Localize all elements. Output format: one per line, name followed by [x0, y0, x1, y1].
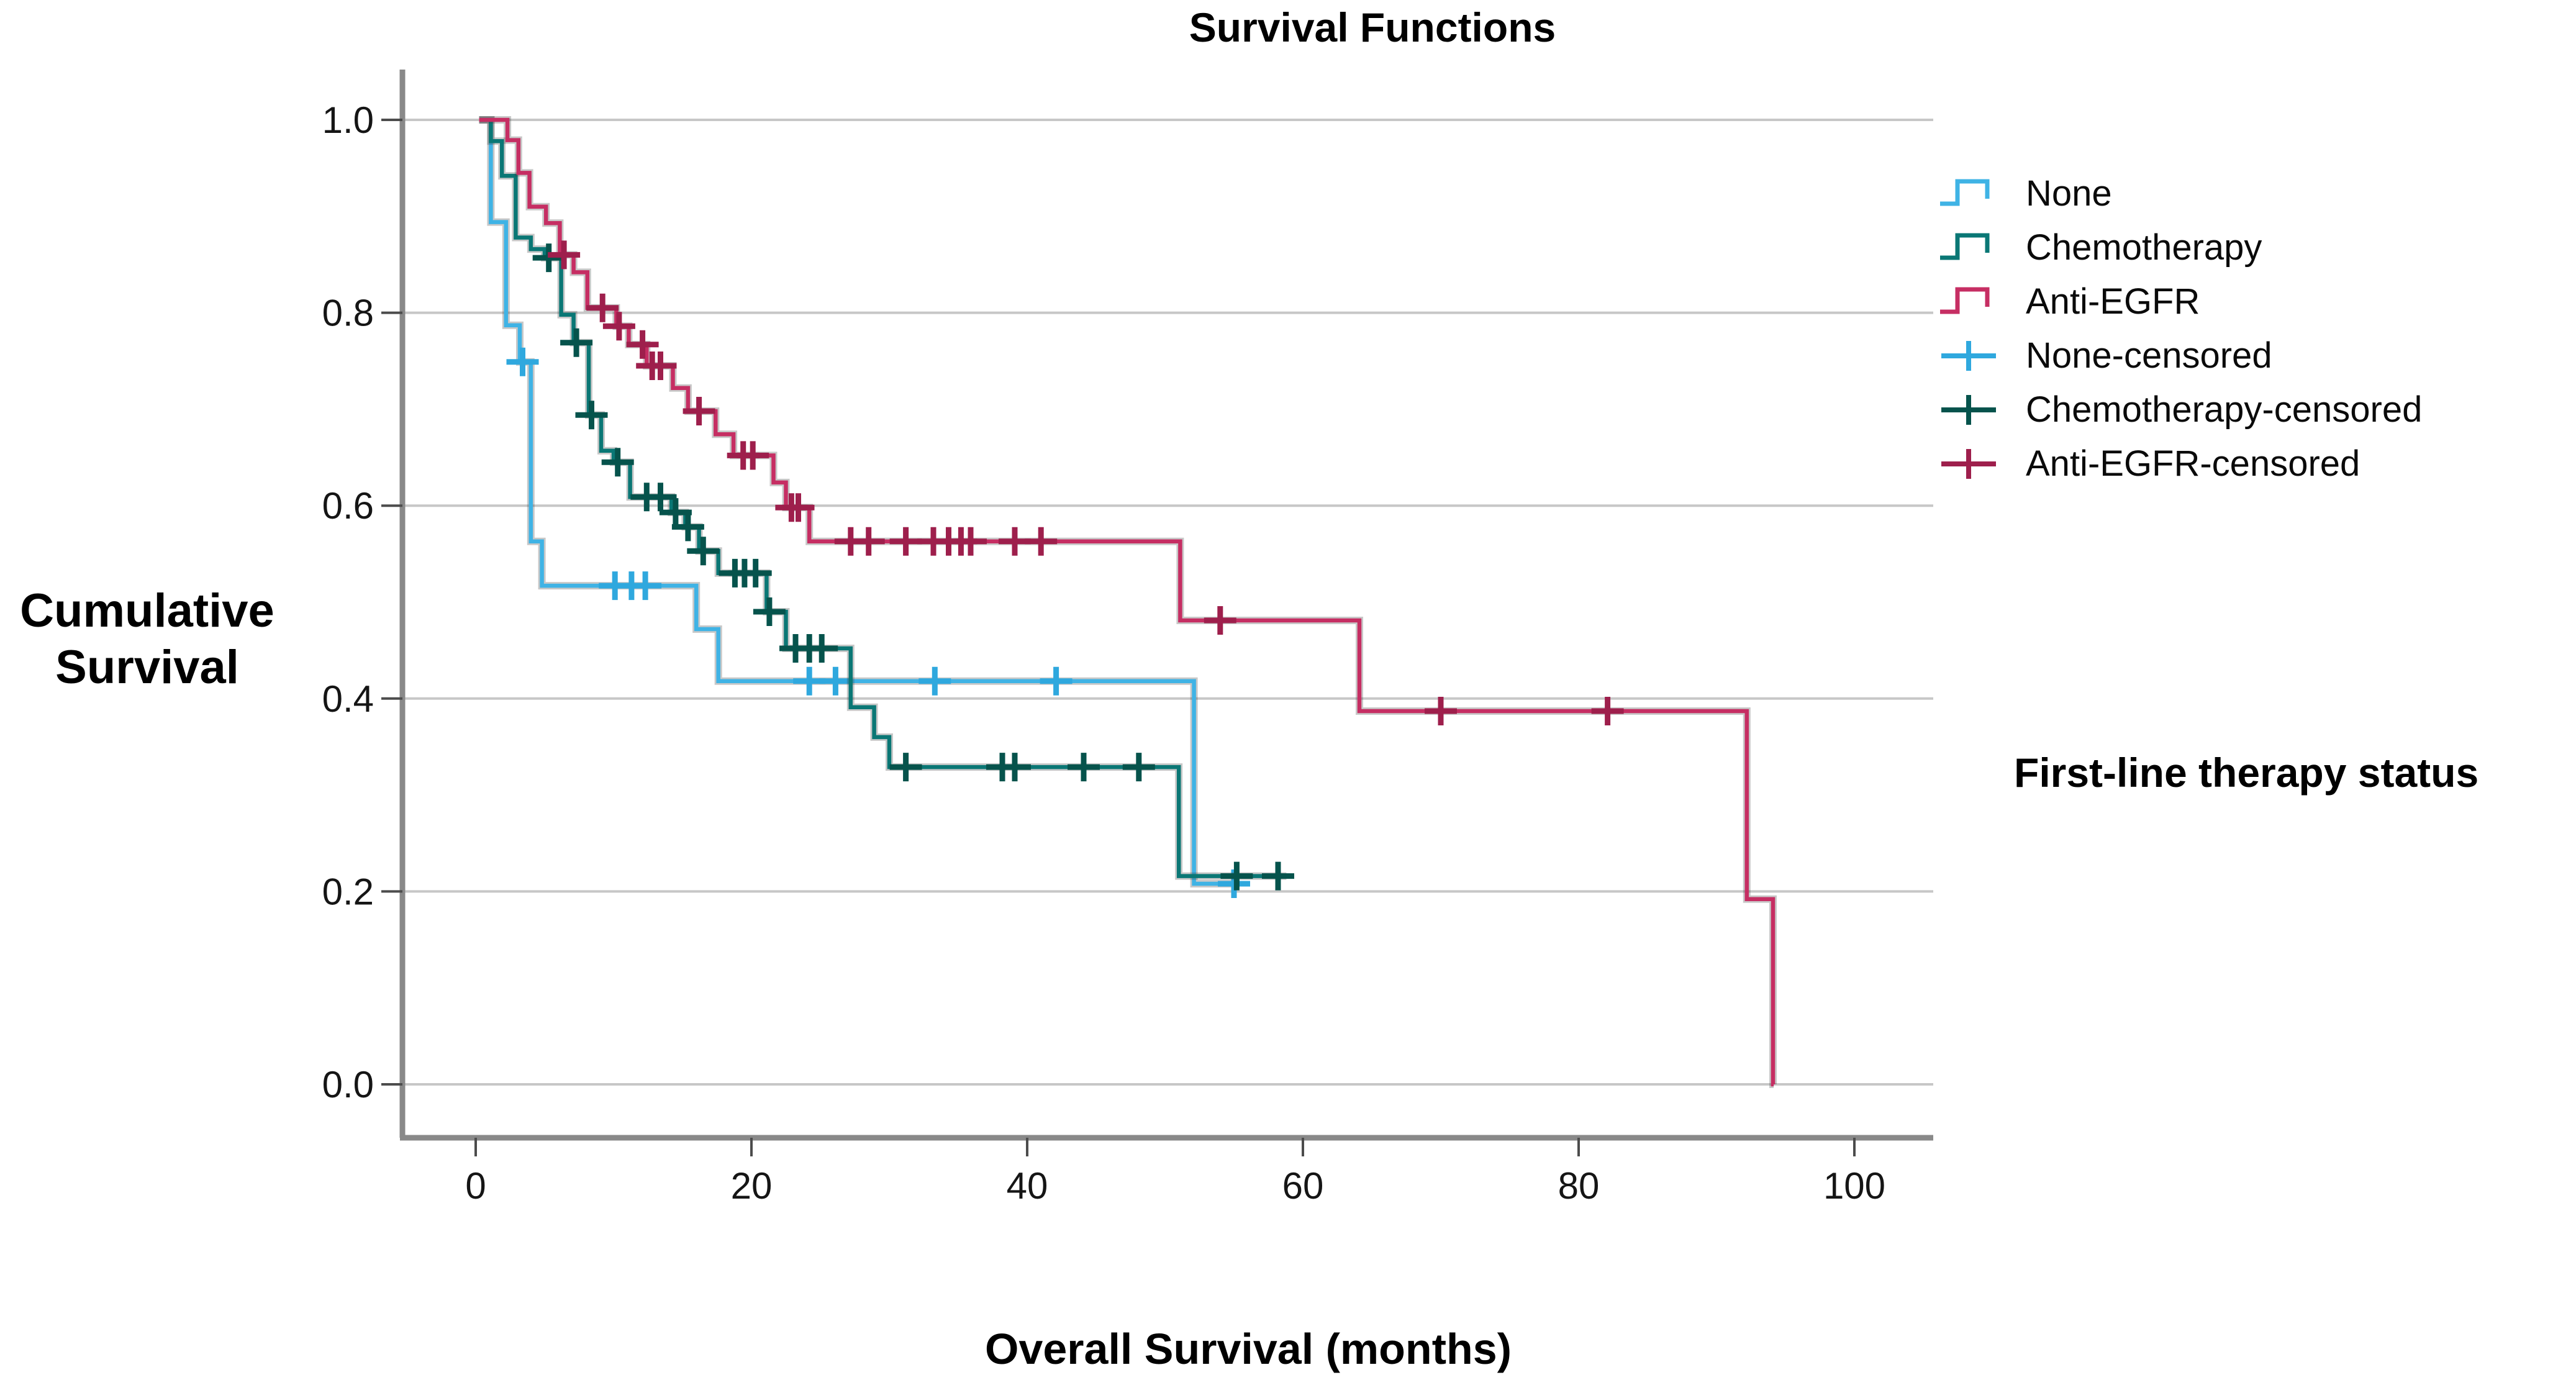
censored-plus-icon — [889, 527, 922, 556]
legend-item-none: None — [1936, 166, 2422, 220]
y-tick-label: 0.8 — [322, 293, 374, 334]
censored-plus-icon — [644, 483, 677, 512]
censored-plus-icon — [1591, 697, 1624, 725]
x-tick-label: 100 — [1823, 1165, 1885, 1207]
legend-label: Chemotherapy — [2026, 227, 2262, 268]
censored-plus-icon — [602, 312, 635, 341]
legend-item-anti-egfr: Anti-EGFR — [1936, 275, 2422, 329]
legend-item-anti-egfr-censored: Anti-EGFR-censored — [1936, 437, 2422, 491]
legend-label: Anti-EGFR — [2026, 281, 2200, 322]
x-tick-labels: 0 20 40 60 80 100 — [465, 1138, 1885, 1207]
y-tick-labels: 1.0 0.8 0.6 0.4 0.2 0.0 — [322, 99, 402, 1105]
censored-plus-icon — [1941, 340, 1996, 371]
censored-plus-icon — [999, 753, 1031, 782]
censored-plus-icon — [1204, 606, 1236, 635]
censored-plus-icon — [1068, 753, 1100, 782]
legend-label: None-censored — [2026, 335, 2272, 376]
censored-plus-icon — [1040, 666, 1073, 696]
censored-plus-icon — [683, 397, 715, 425]
x-axis-title: Overall Survival (months) — [984, 1325, 1512, 1373]
censored-plus-icon — [782, 493, 815, 522]
censored-plus-icon — [629, 571, 662, 601]
censored-plus-icon — [1220, 861, 1253, 891]
censored-plus-icon — [1425, 697, 1457, 725]
y-tick-label: 1.0 — [322, 99, 374, 141]
survival-curve — [479, 117, 1776, 1087]
censored-plus-icon — [1122, 753, 1155, 782]
legend-item-none-censored: None-censored — [1936, 329, 2422, 383]
censored-plus-icon — [601, 448, 634, 477]
chart-title: Survival Functions — [1189, 4, 1556, 50]
censored-plus-icon — [506, 347, 539, 376]
censored-plus-icon — [671, 512, 704, 542]
y-tick-label: 0.4 — [322, 678, 374, 720]
censored-plus-icon — [852, 527, 885, 556]
legend-label: Anti-EGFR-censored — [2026, 443, 2361, 484]
censored-plus-icon — [805, 634, 838, 663]
legend-label: None — [2026, 173, 2112, 214]
censored-plus-icon — [1262, 861, 1294, 891]
legend-item-chemotherapy: Chemotherapy — [1936, 220, 2422, 275]
factor-label: First-line therapy status — [2014, 750, 2479, 796]
curve-shadow — [479, 116, 1777, 1088]
y-tick-label: 0.6 — [322, 485, 374, 527]
censored-plus-icon — [1941, 394, 1996, 425]
censor-marks-none — [506, 347, 1250, 898]
censored-plus-icon — [737, 441, 769, 470]
censored-plus-icon — [889, 753, 922, 782]
survival-curve — [479, 117, 1287, 878]
censored-plus-icon — [918, 666, 951, 696]
censored-plus-icon — [586, 293, 619, 322]
censored-plus-icon — [659, 498, 692, 527]
censored-plus-icon — [955, 527, 987, 556]
x-tick-label: 60 — [1282, 1165, 1324, 1207]
censored-plus-icon — [1025, 527, 1058, 556]
y-tick-label: 0.0 — [322, 1064, 374, 1105]
x-tick-label: 0 — [465, 1165, 486, 1207]
legend-label: Chemotherapy-censored — [2026, 389, 2423, 430]
gridlines — [402, 119, 1933, 1086]
x-tick-label: 20 — [731, 1165, 773, 1207]
series-chemotherapy — [479, 116, 1294, 891]
censored-plus-icon — [819, 666, 852, 696]
curve-shadow — [479, 116, 1287, 880]
step-line-icon — [1940, 233, 1990, 260]
step-line-icon — [1940, 179, 1990, 206]
y-tick-label: 0.2 — [322, 871, 374, 912]
series-anti-egfr — [479, 116, 1777, 1088]
legend: None Chemotherapy Anti-EGFR None-censored Ch… — [1936, 166, 2422, 491]
step-line-icon — [1940, 287, 1990, 314]
censor-marks-chemotherapy — [532, 243, 1294, 891]
censored-plus-icon — [753, 597, 786, 626]
legend-item-chemotherapy-censored: Chemotherapy-censored — [1936, 383, 2422, 437]
series-none — [479, 116, 1250, 898]
axes — [399, 70, 1933, 1141]
censored-plus-icon — [739, 558, 772, 588]
x-tick-label: 40 — [1007, 1165, 1048, 1207]
censored-plus-icon — [1941, 448, 1996, 479]
y-axis-title: Cumulative Survival — [20, 584, 274, 694]
censored-plus-icon — [575, 401, 608, 430]
censored-plus-icon — [548, 240, 581, 270]
censored-plus-icon — [626, 330, 659, 359]
censored-plus-icon — [560, 328, 593, 357]
censor-marks-anti-egfr — [548, 240, 1624, 725]
censored-plus-icon — [687, 537, 720, 566]
censored-plus-icon — [532, 243, 565, 273]
x-tick-label: 80 — [1558, 1165, 1600, 1207]
censored-plus-icon — [644, 352, 677, 380]
